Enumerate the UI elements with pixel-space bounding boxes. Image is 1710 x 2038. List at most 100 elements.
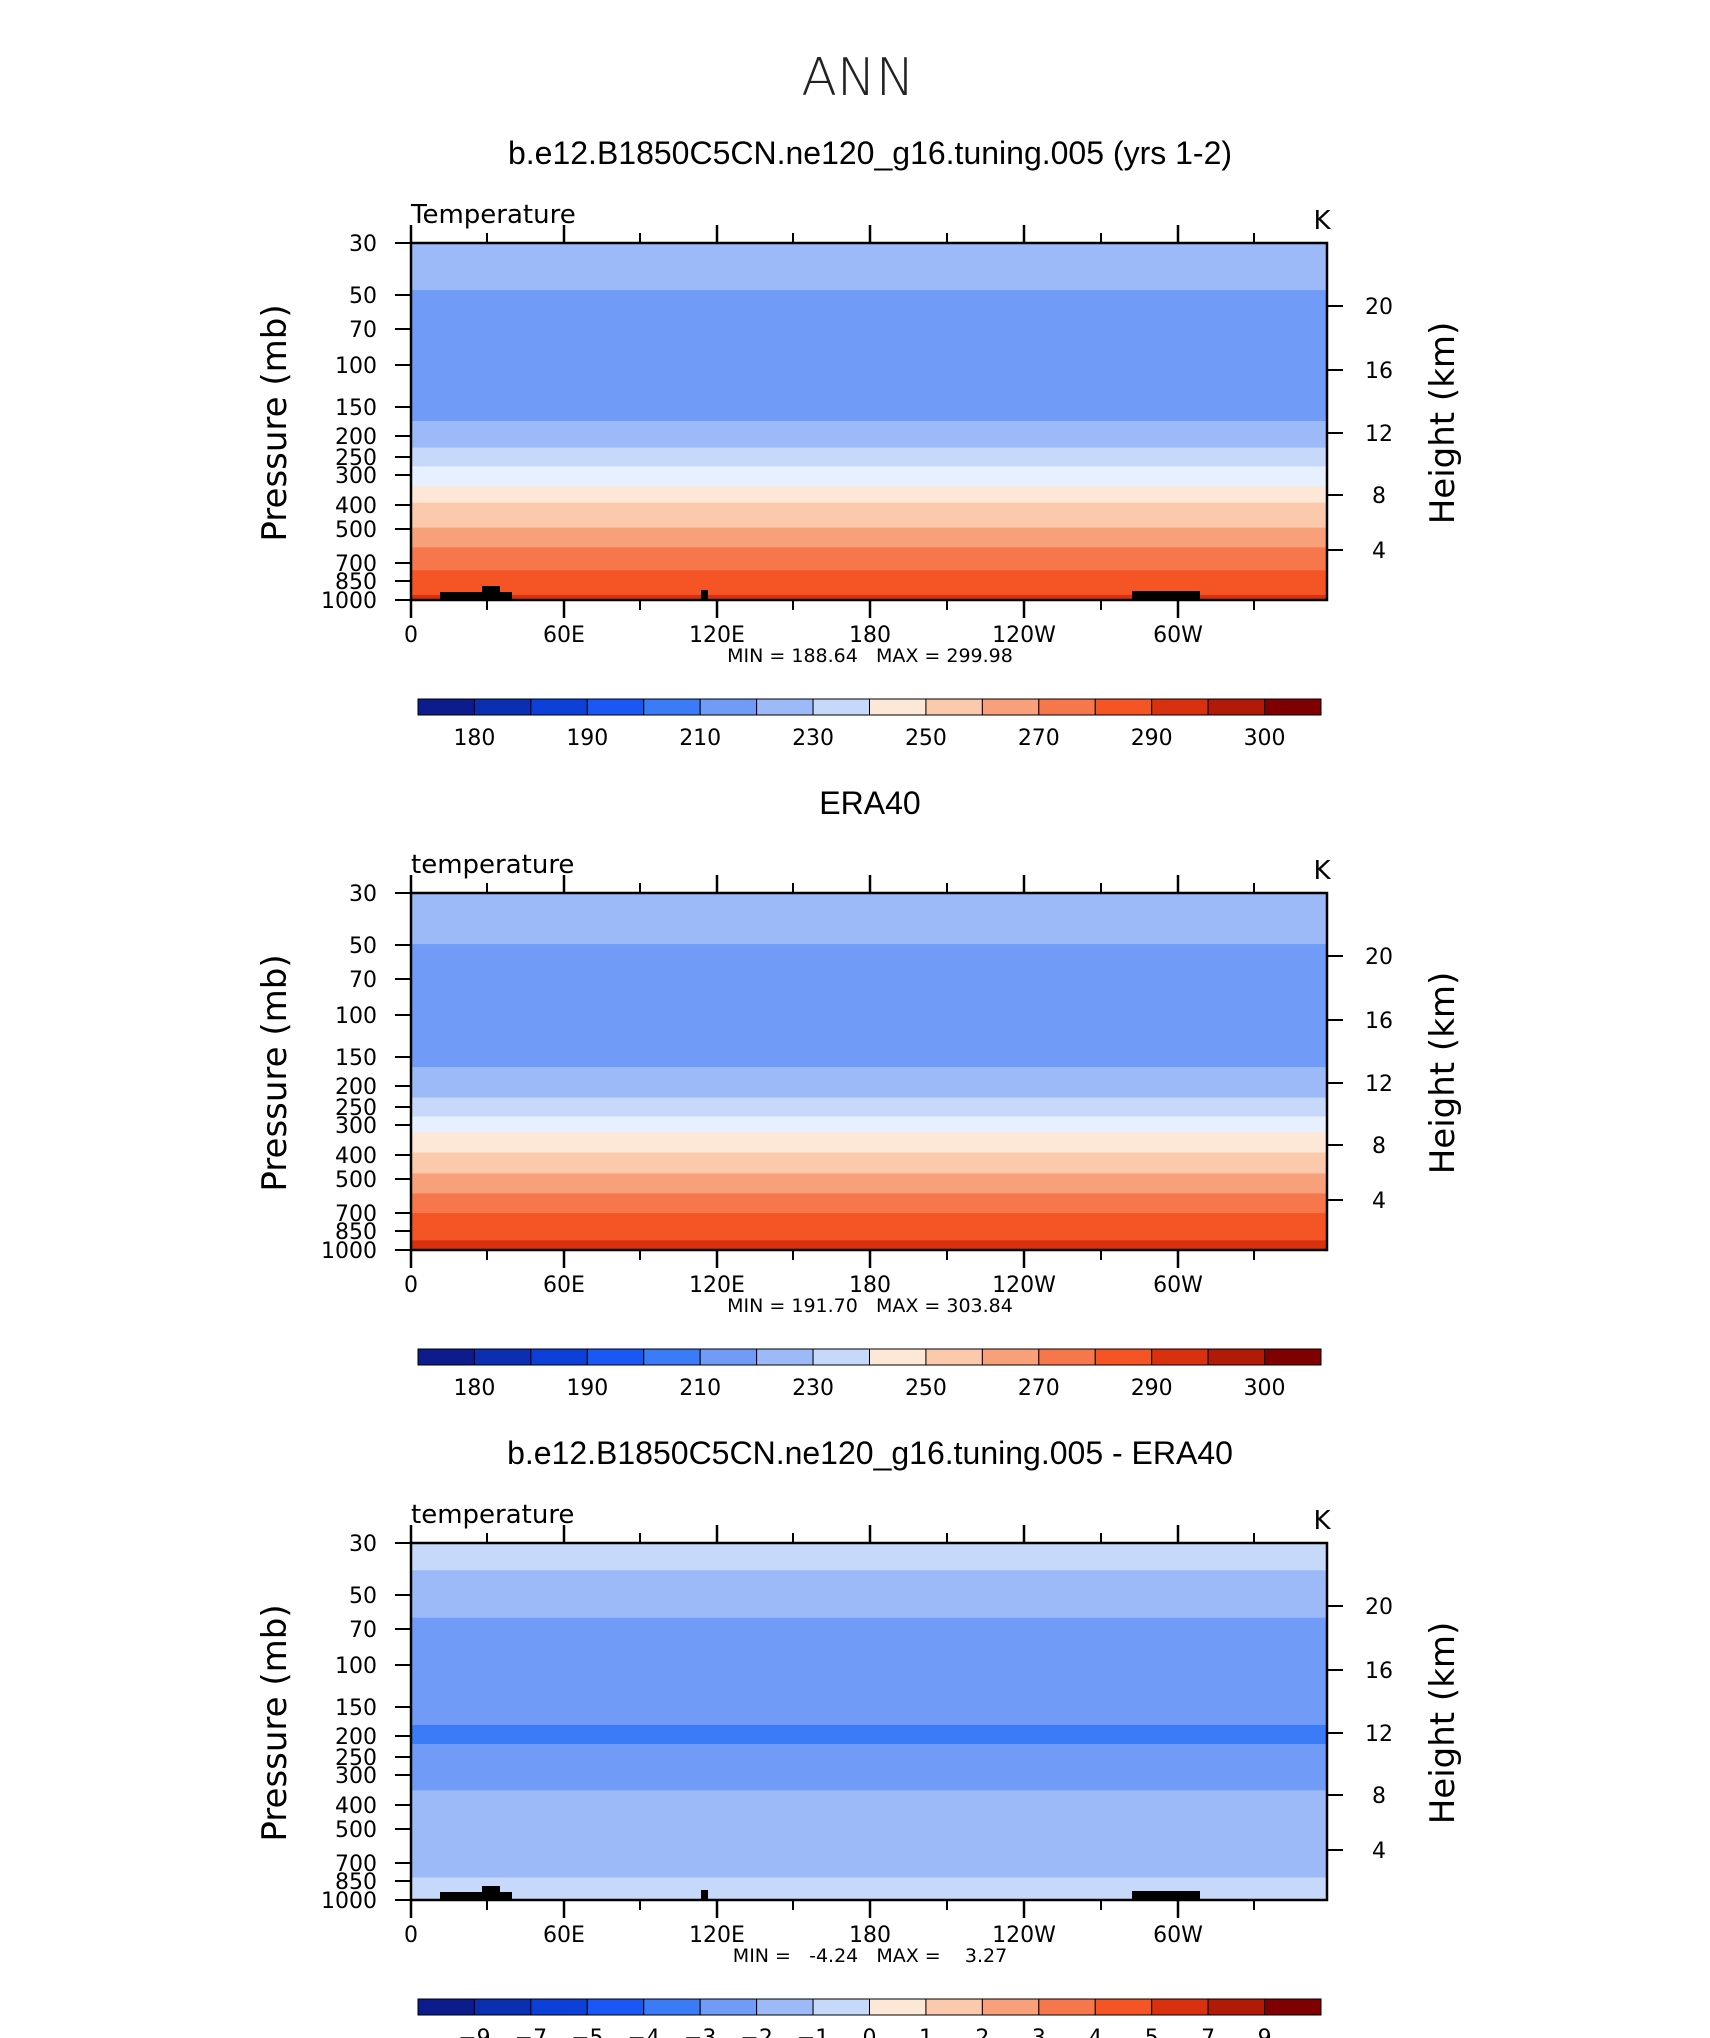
contour-band xyxy=(411,282,1327,288)
contour-band xyxy=(411,1660,1327,1666)
contour-band xyxy=(411,1078,1327,1084)
y2-tick-label: 8 xyxy=(1372,1134,1386,1159)
y-tick-label: 30 xyxy=(349,882,377,907)
contour-field xyxy=(411,1543,1327,1900)
contour-band xyxy=(411,991,1327,997)
contour-band xyxy=(411,1736,1327,1742)
colorbar-swatch xyxy=(643,1348,701,1366)
contour-band xyxy=(411,1063,1327,1069)
contour-band xyxy=(411,1728,1327,1734)
colorbar-swatch xyxy=(1264,1348,1322,1366)
y-tick-label: 100 xyxy=(335,1654,377,1679)
contour-band xyxy=(411,1240,1327,1246)
contour-band xyxy=(411,1047,1327,1053)
y-axis-title: Pressure (mb) xyxy=(255,1604,295,1841)
contour-band xyxy=(411,1227,1327,1233)
contour-band xyxy=(411,1689,1327,1695)
colorbar-label: 300 xyxy=(1244,1376,1286,1401)
colorbar-label: −3 xyxy=(684,2026,716,2038)
x-tick-label: 180 xyxy=(849,1273,891,1298)
contour-band xyxy=(411,1859,1327,1865)
y-tick-label: 400 xyxy=(335,494,377,519)
panel-units-label: K xyxy=(1313,856,1331,886)
x-tick-label: 60E xyxy=(543,623,585,648)
contour-band xyxy=(411,527,1327,533)
contour-band xyxy=(411,543,1327,549)
contour-band xyxy=(411,317,1327,323)
colorbar-swatch xyxy=(1038,1998,1096,2016)
contour-band xyxy=(411,478,1327,484)
contour-band xyxy=(411,1160,1327,1167)
contour-band xyxy=(411,1185,1327,1191)
contour-band xyxy=(411,585,1327,592)
contour-band xyxy=(411,1181,1327,1187)
x-tick-label: 120W xyxy=(992,1923,1056,1948)
colorbar-label: 290 xyxy=(1131,726,1173,751)
contour-band xyxy=(411,539,1327,545)
contour-band xyxy=(411,1082,1327,1088)
contour-band xyxy=(411,995,1327,1001)
contour-band xyxy=(411,474,1327,480)
contour-band xyxy=(411,1609,1327,1615)
contour-band xyxy=(411,421,1327,426)
topography-mask xyxy=(440,1886,1200,1900)
contour-band xyxy=(411,531,1327,537)
colorbar-label: 230 xyxy=(792,726,834,751)
y2-axis: 20 16 12 8 4 Height (km) xyxy=(1327,1595,1463,1864)
contour-band xyxy=(411,1621,1327,1627)
y-tick-label: 70 xyxy=(349,968,377,993)
y-tick-label: 500 xyxy=(335,1818,377,1843)
contour-band xyxy=(411,372,1327,379)
contour-band xyxy=(411,1701,1327,1707)
y-tick-label: 250 xyxy=(335,1096,377,1121)
contour-band xyxy=(411,325,1327,331)
contour-band xyxy=(411,1074,1327,1080)
contour-band xyxy=(411,1055,1327,1061)
contour-band xyxy=(411,462,1327,468)
contour-band xyxy=(411,428,1327,434)
y2-tick-label: 12 xyxy=(1365,1722,1393,1747)
contour-band xyxy=(411,1140,1327,1146)
y-tick-label: 1000 xyxy=(321,1239,377,1264)
y-tick-label: 500 xyxy=(335,518,377,543)
contour-band xyxy=(411,364,1327,370)
contour-band xyxy=(411,1067,1327,1072)
contour-band xyxy=(411,1124,1327,1130)
contour-band xyxy=(411,1543,1327,1548)
colorbar-swatch xyxy=(643,698,701,716)
topography-block xyxy=(701,590,708,600)
contour-band xyxy=(411,1116,1327,1122)
contour-band xyxy=(411,1562,1327,1568)
contour-band xyxy=(411,1758,1327,1764)
contour-band xyxy=(411,1877,1327,1883)
colorbar-swatch xyxy=(925,1998,983,2016)
colorbar-swatch xyxy=(1151,698,1209,716)
colorbar-swatch xyxy=(1038,698,1096,716)
colorbar-swatch xyxy=(1151,1998,1209,2016)
contour-band xyxy=(411,1810,1327,1817)
y-tick-label: 700 xyxy=(335,552,377,577)
contour-band xyxy=(411,345,1327,351)
contour-band xyxy=(411,940,1327,946)
colorbar-swatch xyxy=(1207,1998,1266,2016)
contour-band xyxy=(411,904,1327,910)
contour-band xyxy=(411,983,1327,989)
contour-band xyxy=(411,1778,1327,1784)
contour-band xyxy=(411,1136,1327,1142)
contour-band xyxy=(411,1090,1327,1095)
contour-band xyxy=(411,916,1327,922)
contour-band xyxy=(411,1782,1327,1788)
x-tick-label: 60W xyxy=(1153,1273,1203,1298)
contour-band xyxy=(411,1128,1327,1134)
y-axis-title: Pressure (mb) xyxy=(255,304,295,541)
y-tick-label: 30 xyxy=(349,1532,377,1557)
colorbar-swatch xyxy=(1207,1348,1266,1366)
y-tick-label: 50 xyxy=(349,934,377,959)
contour-band xyxy=(411,1010,1327,1016)
contour-band xyxy=(411,1144,1327,1150)
panel-title: b.e12.B1850C5CN.ne120_g16.tuning.005 - E… xyxy=(507,1435,1233,1471)
y2-axis-title: Height (km) xyxy=(1423,322,1463,525)
contour-band xyxy=(411,1152,1327,1158)
